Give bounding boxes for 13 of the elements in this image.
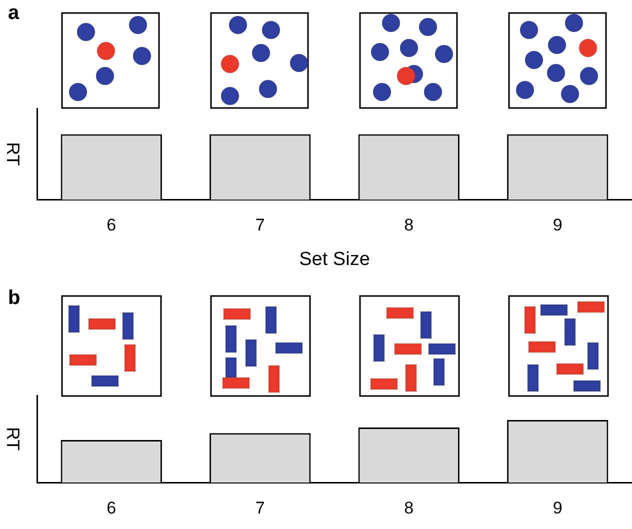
text: a: [8, 2, 20, 25]
y-axis-title: RT: [3, 426, 24, 451]
y-axis-title: RT: [3, 142, 24, 166]
x-tick-label: 6: [106, 498, 116, 518]
x-tick-label: 8: [404, 216, 414, 235]
x-tick-label: 9: [552, 216, 562, 235]
x-tick-label: 8: [404, 498, 414, 518]
x-tick-label: 9: [552, 498, 562, 518]
text: b: [8, 287, 20, 310]
x-tick-label: 6: [106, 216, 116, 235]
x-tick-label: 7: [255, 498, 265, 518]
x-tick-label: 7: [255, 216, 265, 235]
x-axis-title: Set Size: [299, 248, 370, 270]
